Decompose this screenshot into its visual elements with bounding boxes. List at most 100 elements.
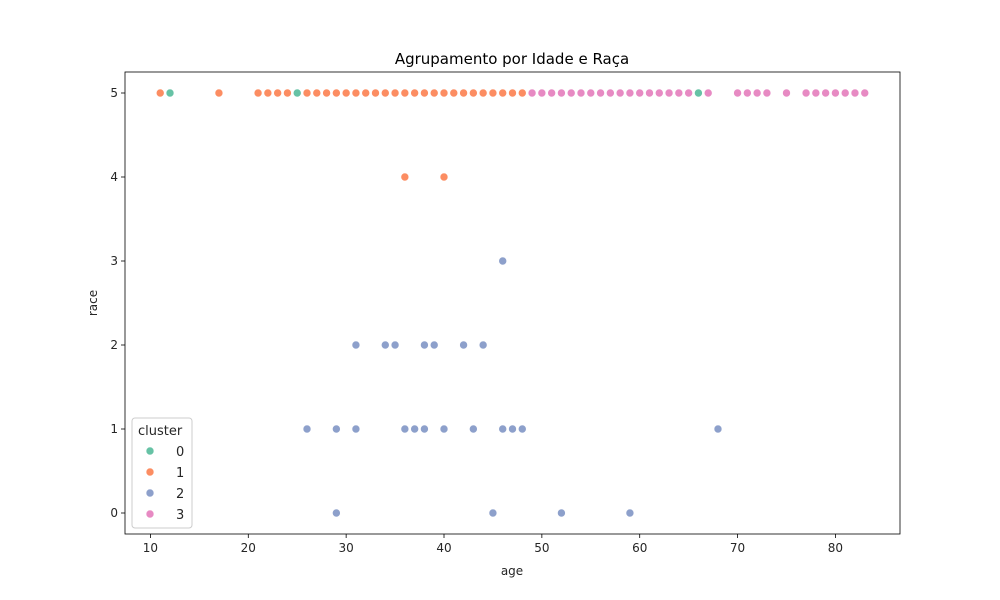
- data-point-cluster-1: [478, 88, 488, 98]
- data-point-cluster-3: [684, 88, 693, 98]
- data-point-cluster-1: [361, 88, 371, 98]
- data-point-cluster-1: [283, 88, 292, 98]
- data-point-cluster-2: [508, 424, 517, 434]
- data-point-cluster-2: [429, 340, 439, 350]
- legend-marker-0: [145, 446, 155, 456]
- data-point-cluster-1: [273, 88, 282, 98]
- x-axis: 10 20 30 40 50 60 70 80: [143, 534, 843, 555]
- legend-title: cluster: [138, 424, 183, 439]
- x-tick-label: 30: [339, 541, 354, 555]
- x-tick-label: 20: [241, 541, 256, 555]
- data-point-cluster-3: [752, 88, 762, 98]
- data-point-cluster-1: [332, 88, 341, 98]
- data-point-cluster-3: [831, 88, 840, 98]
- y-tick-label: 0: [110, 506, 118, 520]
- data-point-cluster-1: [351, 88, 361, 98]
- data-point-cluster-2: [498, 424, 508, 434]
- data-point-cluster-1: [322, 88, 331, 98]
- y-tick-label: 5: [110, 86, 118, 100]
- data-point-cluster-1: [459, 88, 468, 98]
- legend-label-1: 1: [176, 466, 184, 481]
- data-point-cluster-1: [508, 88, 517, 98]
- data-point-cluster-2: [390, 340, 400, 350]
- data-point-cluster-1: [253, 88, 263, 98]
- data-point-cluster-3: [635, 88, 645, 98]
- data-point-cluster-2: [713, 424, 723, 434]
- data-point-cluster-3: [576, 88, 586, 98]
- data-point-cluster-3: [527, 88, 537, 98]
- x-tick-label: 80: [828, 541, 843, 555]
- x-axis-label: age: [501, 564, 523, 578]
- data-point-cluster-3: [654, 88, 664, 98]
- data-point-cluster-3: [586, 88, 596, 98]
- legend-label-3: 3: [176, 508, 184, 523]
- data-point-cluster-2: [469, 424, 478, 434]
- data-point-cluster-1: [488, 88, 498, 98]
- chart-title: Agrupamento por Idade e Raça: [395, 50, 629, 68]
- legend-marker-1: [145, 467, 155, 477]
- data-point-cluster-3: [850, 88, 860, 98]
- data-point-cluster-1: [517, 88, 527, 98]
- data-point-cluster-2: [439, 424, 449, 434]
- data-point-cluster-2: [459, 340, 468, 350]
- x-tick-label: 10: [143, 541, 158, 555]
- data-point-cluster-2: [332, 424, 341, 434]
- data-point-cluster-1: [155, 88, 165, 98]
- data-point-cluster-3: [782, 88, 791, 98]
- x-tick-label: 60: [632, 541, 647, 555]
- data-point-cluster-0: [694, 88, 703, 98]
- data-point-cluster-3: [537, 88, 547, 98]
- data-point-cluster-1: [429, 88, 439, 98]
- data-point-cluster-1: [420, 88, 429, 98]
- legend: cluster 0 1 2 3: [131, 417, 193, 529]
- data-point-cluster-2: [488, 508, 498, 518]
- y-tick-label: 2: [110, 338, 118, 352]
- data-point-cluster-2: [302, 424, 312, 434]
- data-point-cluster-0: [165, 88, 175, 98]
- legend-frame: [131, 417, 193, 529]
- data-point-cluster-3: [674, 88, 684, 98]
- data-point-cluster-2: [420, 424, 429, 434]
- data-point-cluster-1: [439, 88, 449, 98]
- data-point-cluster-1: [371, 88, 380, 98]
- y-tick-label: 1: [110, 422, 118, 436]
- data-point-cluster-3: [645, 88, 654, 98]
- data-point-cluster-1: [400, 172, 410, 182]
- x-tick-label: 50: [534, 541, 549, 555]
- data-point-cluster-3: [801, 88, 811, 98]
- data-point-cluster-2: [400, 424, 410, 434]
- data-point-cluster-2: [410, 424, 419, 434]
- data-point-cluster-1: [263, 88, 273, 98]
- y-axis-label: race: [86, 290, 100, 316]
- data-point-cluster-1: [341, 88, 351, 98]
- data-point-cluster-3: [703, 88, 713, 98]
- y-tick-label: 4: [110, 170, 118, 184]
- data-point-cluster-1: [469, 88, 478, 98]
- y-axis: 0 1 2 3 4 5: [110, 86, 125, 520]
- data-point-cluster-2: [557, 508, 566, 518]
- x-tick-label: 70: [730, 541, 745, 555]
- data-point-cluster-3: [596, 88, 605, 98]
- data-point-cluster-1: [498, 88, 508, 98]
- data-point-cluster-1: [439, 172, 449, 182]
- data-point-cluster-3: [840, 88, 850, 98]
- data-point-cluster-3: [615, 88, 625, 98]
- data-point-cluster-3: [606, 88, 615, 98]
- y-tick-label: 3: [110, 254, 118, 268]
- data-point-cluster-3: [860, 88, 870, 98]
- data-point-cluster-2: [498, 256, 508, 266]
- legend-marker-3: [145, 509, 155, 519]
- data-point-cluster-3: [625, 88, 635, 98]
- data-point-cluster-1: [410, 88, 419, 98]
- data-point-cluster-3: [811, 88, 821, 98]
- data-point-cluster-1: [214, 88, 224, 98]
- data-point-cluster-3: [762, 88, 772, 98]
- plot-area: [124, 71, 901, 535]
- data-point-cluster-2: [380, 340, 390, 350]
- legend-label-2: 2: [176, 487, 184, 502]
- data-point-cluster-2: [517, 424, 527, 434]
- data-point-cluster-2: [351, 424, 361, 434]
- data-point-cluster-2: [332, 508, 341, 518]
- data-point-cluster-3: [557, 88, 566, 98]
